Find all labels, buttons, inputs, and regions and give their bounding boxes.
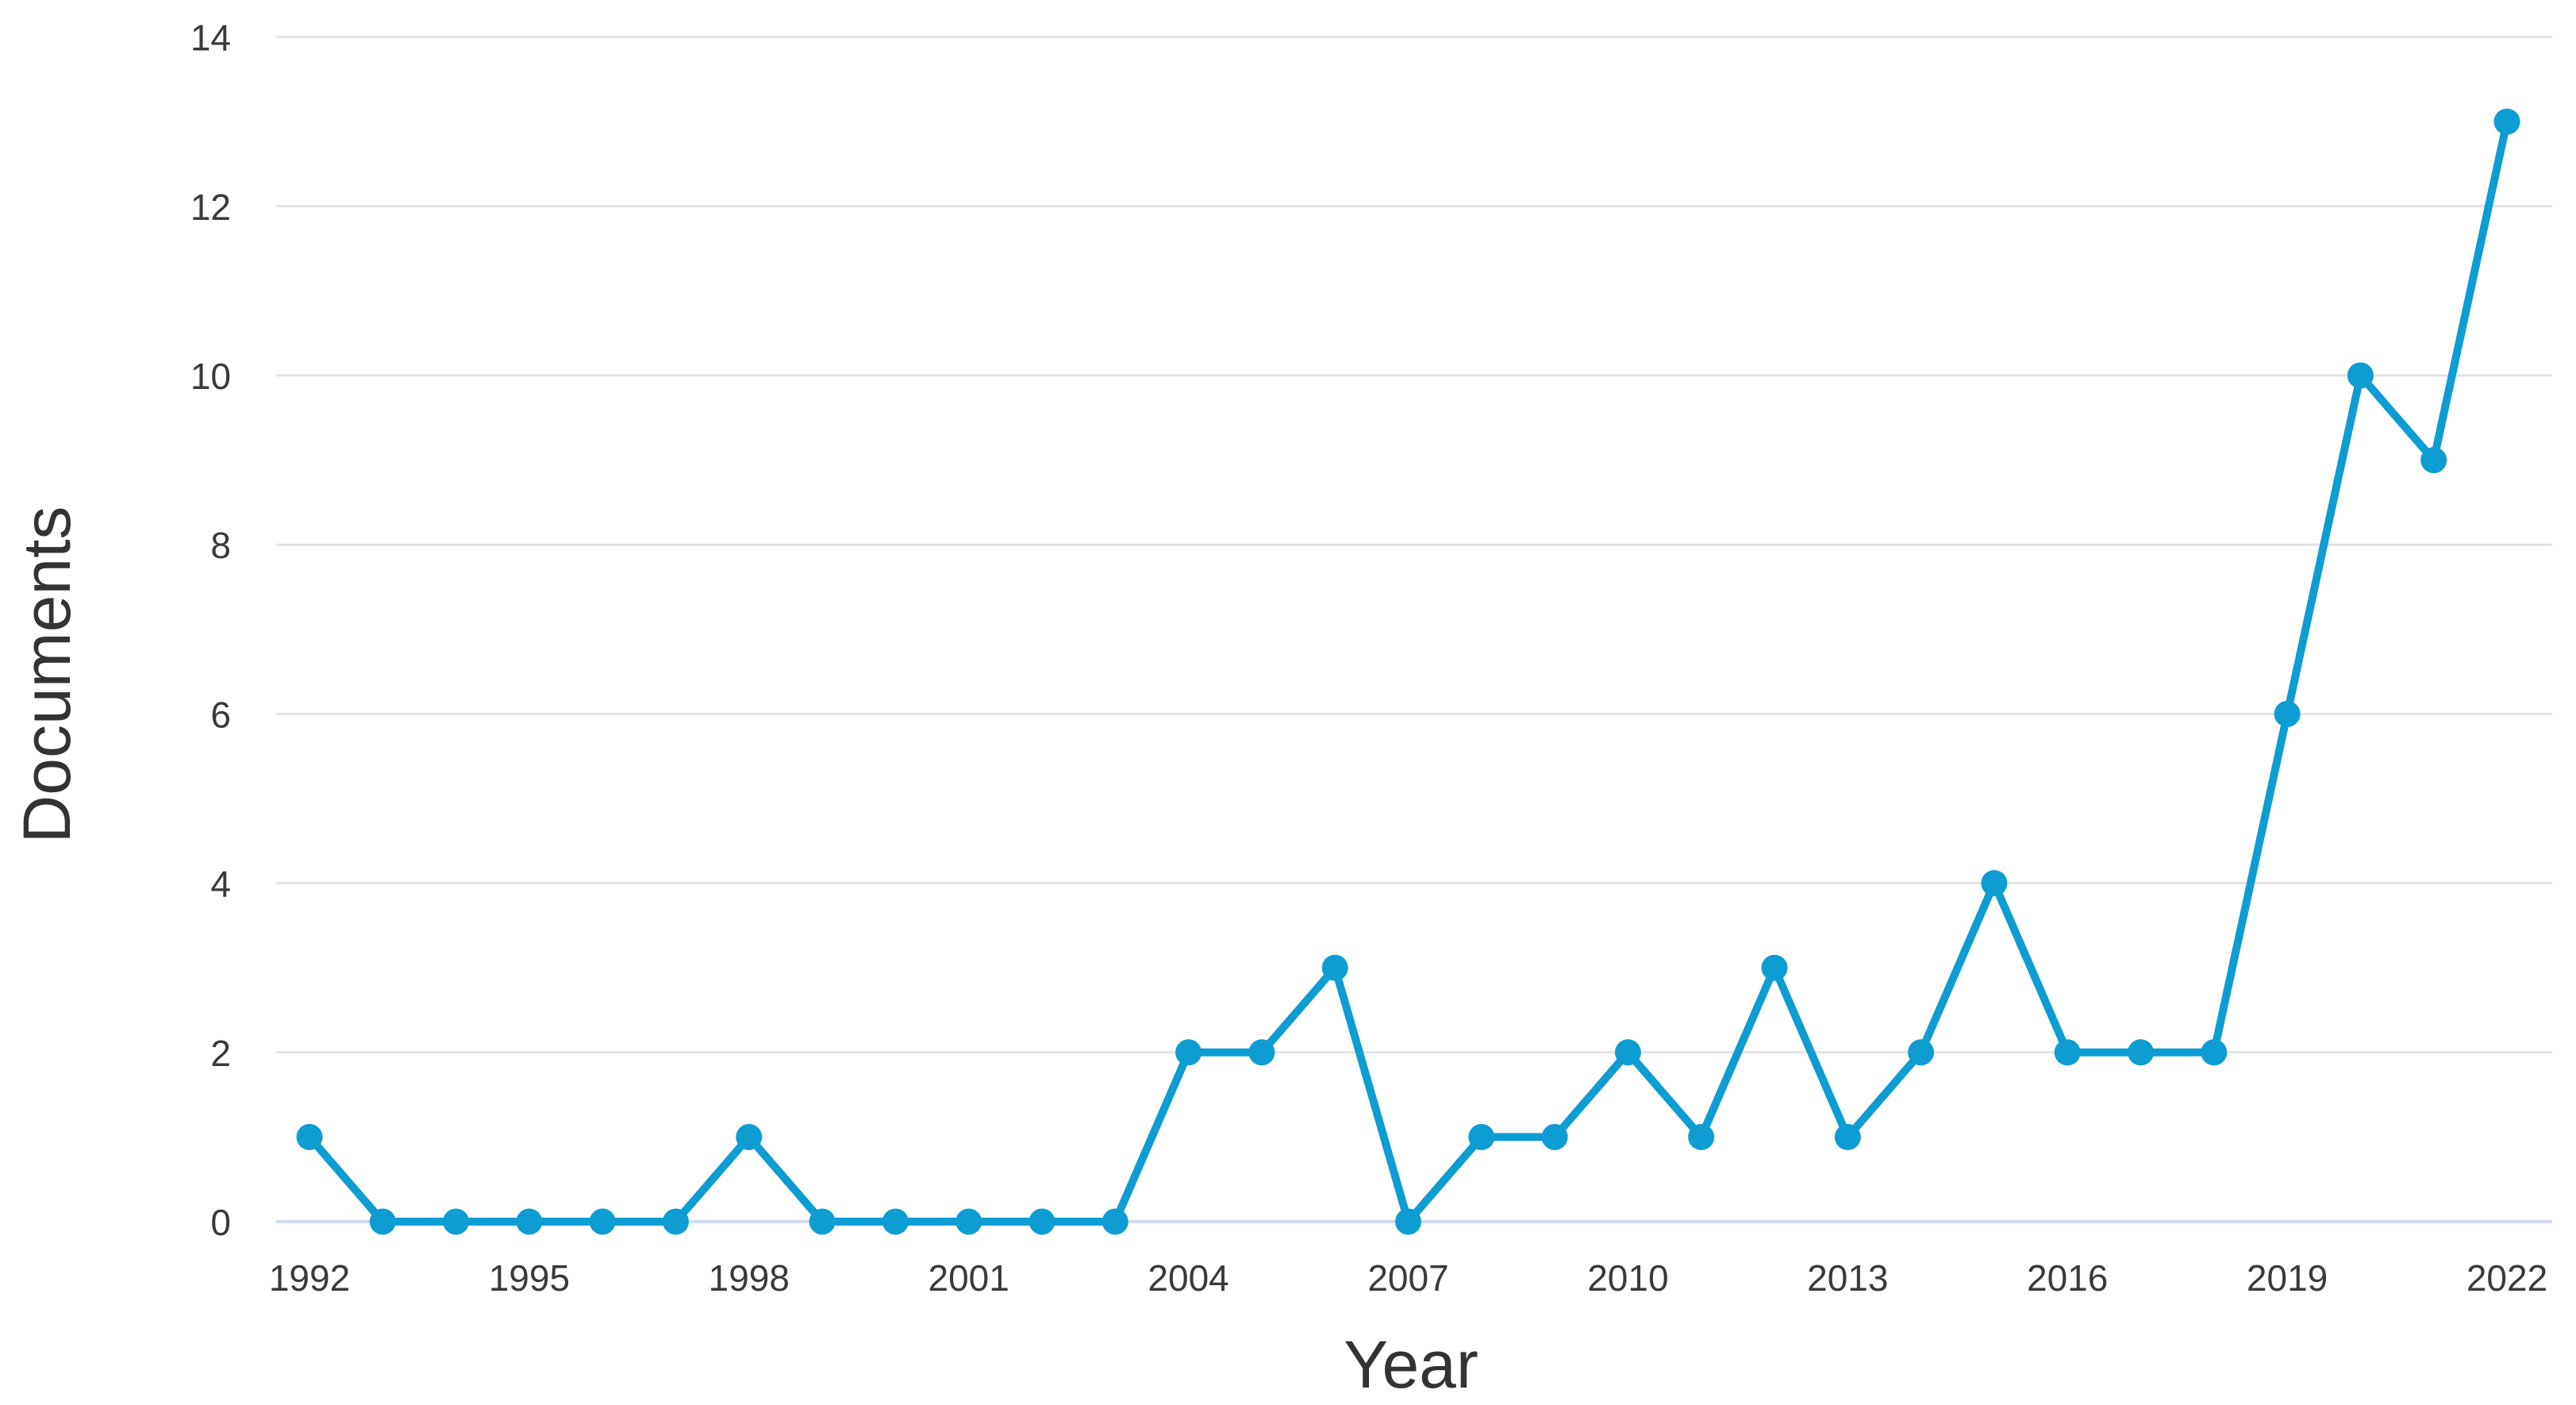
y-tick-label-2: 2 [210,1033,231,1074]
x-tick-label-1992: 1992 [269,1257,350,1299]
x-tick-label-2019: 2019 [2247,1257,2328,1299]
data-point-1996[interactable] [589,1208,616,1235]
x-tick-label-1998: 1998 [709,1257,790,1299]
data-point-2004[interactable] [1175,1039,1202,1066]
x-tick-label-2022: 2022 [2466,1257,2547,1299]
data-point-1993[interactable] [369,1208,396,1235]
gridlines [276,36,2552,1223]
data-point-2010[interactable] [1614,1039,1641,1066]
x-tick-label-2013: 2013 [1807,1257,1888,1299]
y-axis-title: Documents [10,506,84,844]
documents-line-path [306,117,2511,1226]
x-tick-label-1995: 1995 [489,1257,570,1299]
data-point-2014[interactable] [1908,1039,1935,1066]
line-series-documents [296,108,2520,1235]
y-tick-label-0: 0 [210,1202,231,1243]
y-tick-label-8: 8 [210,525,231,566]
data-point-2008[interactable] [1468,1123,1495,1150]
data-point-2018[interactable] [2201,1039,2228,1066]
data-point-2015[interactable] [1981,870,2008,897]
data-point-2020[interactable] [2347,362,2374,389]
data-point-1998[interactable] [736,1123,763,1150]
y-tick-label-4: 4 [210,864,231,905]
x-tick-label-2007: 2007 [1367,1257,1448,1299]
data-point-2007[interactable] [1395,1208,1421,1235]
data-point-2021[interactable] [2420,447,2447,474]
data-point-1997[interactable] [663,1208,689,1235]
data-point-2001[interactable] [955,1208,982,1235]
y-tick-label-6: 6 [210,694,231,735]
data-point-2016[interactable] [2054,1039,2081,1066]
data-point-2011[interactable] [1688,1123,1715,1150]
data-point-1995[interactable] [516,1208,543,1235]
y-axis-tick-labels: 0 2 4 6 8 10 12 14 [190,17,231,1243]
y-tick-label-12: 12 [190,187,231,228]
data-point-2006[interactable] [1321,954,1348,981]
x-tick-label-2010: 2010 [1587,1257,1668,1299]
y-tick-label-10: 10 [190,356,231,397]
data-point-1999[interactable] [809,1208,836,1235]
data-point-2017[interactable] [2128,1039,2154,1066]
data-point-2013[interactable] [1834,1123,1861,1150]
data-point-2002[interactable] [1028,1208,1055,1235]
x-axis-tick-labels: 1992 1995 1998 2001 2004 2007 2010 2013 2016 2019… [269,1257,2547,1299]
data-point-2009[interactable] [1541,1123,1568,1150]
data-point-2019[interactable] [2274,700,2301,727]
data-point-2012[interactable] [1761,954,1788,981]
data-point-1992[interactable] [296,1123,323,1150]
data-point-2022[interactable] [2493,108,2520,135]
data-point-2005[interactable] [1248,1039,1275,1066]
x-tick-label-2004: 2004 [1148,1257,1228,1299]
data-point-1994[interactable] [443,1208,470,1235]
x-tick-label-2016: 2016 [2027,1257,2108,1299]
data-point-2000[interactable] [882,1208,909,1235]
data-point-2003[interactable] [1102,1208,1128,1235]
x-tick-label-2001: 2001 [929,1257,1009,1299]
x-axis-title: Year [1344,1327,1478,1402]
y-tick-label-14: 14 [190,17,231,59]
